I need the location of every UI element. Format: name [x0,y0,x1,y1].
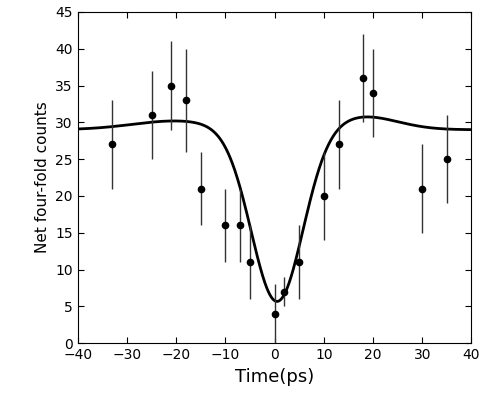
X-axis label: Time(ps): Time(ps) [235,367,314,385]
Y-axis label: Net four-fold counts: Net four-fold counts [35,102,50,253]
